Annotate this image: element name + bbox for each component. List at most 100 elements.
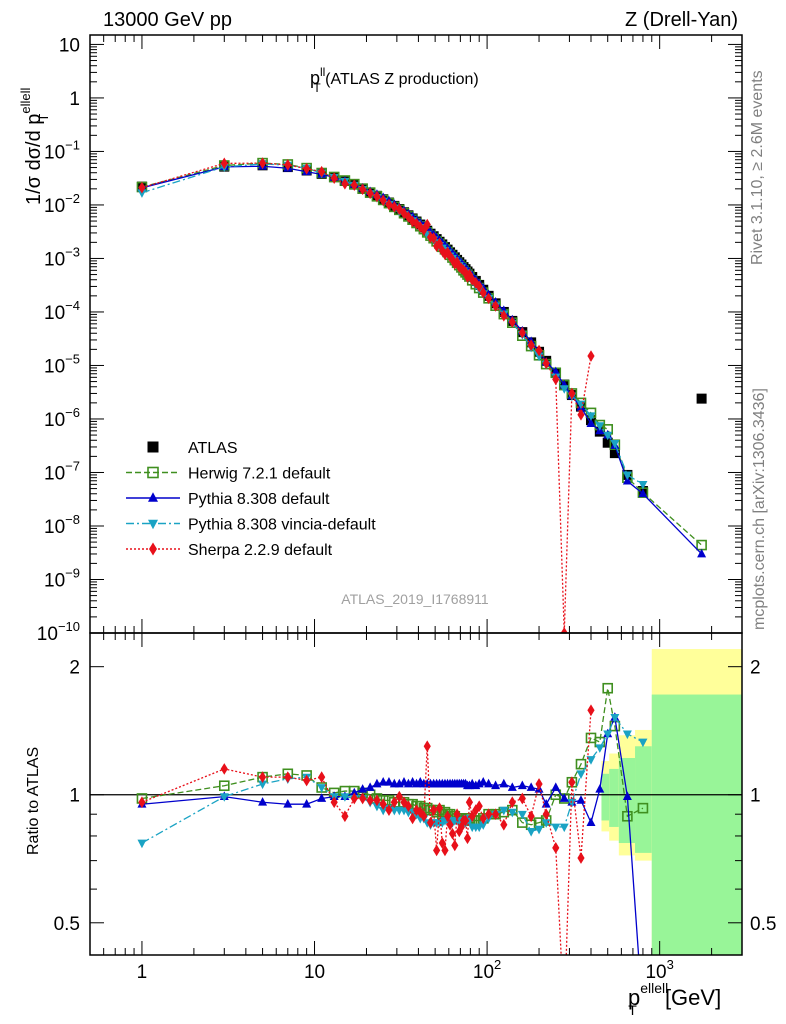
main-series-4-point bbox=[535, 344, 543, 357]
ratio-series-2-point bbox=[478, 821, 488, 830]
main-series-4-point bbox=[500, 309, 508, 322]
ratio-y-tick-label-right: 2 bbox=[750, 658, 761, 679]
main-series-4-point bbox=[350, 179, 358, 191]
y-tick-label: 10−7 bbox=[44, 458, 80, 484]
ratio-series-3-point bbox=[404, 800, 413, 813]
main-series-4-point bbox=[373, 190, 381, 203]
main-series-4-point bbox=[527, 339, 535, 351]
analysis-id: ATLAS_2019_I1768911 bbox=[341, 591, 489, 607]
ratio-series-1-point bbox=[595, 784, 605, 793]
ratio-series-3-point bbox=[138, 796, 146, 809]
ratio-series-2-point bbox=[595, 744, 605, 753]
ratio-series-3-point bbox=[303, 774, 311, 787]
ratio-series-2-point bbox=[576, 770, 586, 779]
plot-title: pll T (ATLAS Z production) bbox=[310, 65, 479, 95]
main-series-4-point bbox=[577, 408, 585, 421]
x-tick-label: 1 bbox=[137, 962, 148, 983]
ratio-series-3-point bbox=[568, 776, 576, 789]
ratio-y-tick-label-right: 1 bbox=[750, 786, 761, 807]
header-left: 13000 GeV pp bbox=[103, 9, 232, 31]
ratio-series-3-point bbox=[475, 800, 483, 813]
ratio-series-3-point bbox=[463, 832, 472, 845]
ratio-series-2-point bbox=[551, 823, 561, 833]
ratio-y-tick-label: 1 bbox=[69, 786, 80, 807]
main-series-4-point bbox=[423, 218, 431, 231]
ratio-series-2-point bbox=[378, 806, 388, 816]
ratio-series-3-point bbox=[527, 810, 535, 823]
ratio-series-3-point bbox=[400, 796, 408, 809]
main-series-3-point bbox=[610, 439, 620, 449]
main-series-2-point bbox=[622, 475, 632, 485]
main-series-4-point bbox=[379, 194, 387, 207]
ratio-series-3-point bbox=[420, 810, 428, 823]
ratio-series-3-point bbox=[318, 771, 326, 783]
main-series-4-point bbox=[484, 292, 493, 305]
ratio-series-0-point bbox=[575, 758, 587, 770]
ratio-series-3-point bbox=[451, 839, 459, 852]
ratio-series-2-point bbox=[603, 730, 613, 740]
y-tick-label: 10−10 bbox=[37, 619, 80, 645]
ratio-series-2-point bbox=[258, 780, 268, 790]
main-series-3-point bbox=[638, 480, 648, 490]
ratio-series-1-point bbox=[526, 782, 536, 791]
main-panel-series bbox=[136, 157, 707, 633]
ratio-y-tick-label: 0.5 bbox=[54, 914, 80, 935]
ratio-series-1-line bbox=[141, 715, 640, 955]
ratio-series-2-point bbox=[586, 756, 596, 765]
main-series-4-point bbox=[542, 357, 550, 370]
ratio-series-2-point bbox=[526, 828, 536, 837]
ratio-series-3-point bbox=[508, 796, 516, 809]
ratio-series-3-point bbox=[408, 812, 417, 825]
main-series-4-point bbox=[341, 177, 349, 190]
ratio-series-2-point bbox=[219, 793, 229, 802]
axes-frame bbox=[89, 632, 743, 956]
y-tick-label: 1 bbox=[69, 89, 80, 110]
side-mcplots-label: mcplots.cern.ch [arXiv:1306.3436] bbox=[751, 388, 768, 630]
ratio-series-3-point bbox=[433, 844, 441, 857]
y-tick-label: 10 bbox=[59, 35, 80, 56]
main-series-4-point bbox=[518, 326, 526, 339]
ratio-band-inner bbox=[635, 746, 652, 853]
main-series-4-point bbox=[385, 198, 393, 211]
legend-marker bbox=[147, 466, 159, 479]
main-series-3-point bbox=[137, 189, 147, 198]
ratio-series-2-point bbox=[534, 825, 544, 835]
ratio-series-1-point bbox=[478, 777, 488, 786]
ratio-panel-series bbox=[90, 682, 742, 1021]
main-series-4-point bbox=[366, 187, 374, 200]
ratio-series-3-point bbox=[446, 818, 454, 831]
ratio-series-2-point bbox=[638, 738, 648, 748]
ratio-series-0-point bbox=[602, 682, 614, 694]
ratio-series-1-point bbox=[384, 777, 394, 786]
ratio-series-2-point bbox=[340, 793, 350, 802]
legend-label: Pythia 8.308 vincia-default bbox=[188, 517, 376, 534]
ratio-series-2-point bbox=[137, 839, 147, 849]
ratio-series-3-point bbox=[443, 810, 452, 823]
ratio-series-1-point bbox=[517, 780, 527, 790]
ratio-series-2-point bbox=[559, 823, 569, 833]
ratio-series-1-point bbox=[499, 778, 509, 788]
ratio-series-2-point bbox=[507, 808, 517, 818]
main-series-4-point bbox=[408, 215, 417, 228]
ratio-series-3-point bbox=[359, 792, 367, 805]
main-series-4-point bbox=[465, 268, 474, 281]
main-series-3-point bbox=[603, 431, 613, 441]
ratio-series-3-point bbox=[430, 804, 438, 816]
ratio-series-1-point bbox=[638, 1012, 647, 1021]
main-series-3-point bbox=[559, 385, 569, 394]
main-series-4-point bbox=[491, 300, 500, 312]
ratio-series-1-point bbox=[283, 799, 293, 808]
main-series-4-point bbox=[330, 172, 338, 184]
ratio-series-3-point bbox=[330, 796, 338, 809]
y-tick-label: 10−9 bbox=[44, 565, 80, 591]
main-series-4-point bbox=[587, 350, 595, 362]
main-series-0-point bbox=[602, 437, 613, 448]
main-series-4-point bbox=[395, 203, 403, 216]
ratio-series-3-point bbox=[448, 827, 457, 840]
main-series-0-point bbox=[696, 393, 707, 404]
ratio-series-3-point bbox=[366, 794, 374, 807]
ratio-series-1-point bbox=[378, 777, 388, 786]
main-series-2-point bbox=[586, 418, 596, 427]
ratio-series-3-point bbox=[518, 792, 526, 805]
